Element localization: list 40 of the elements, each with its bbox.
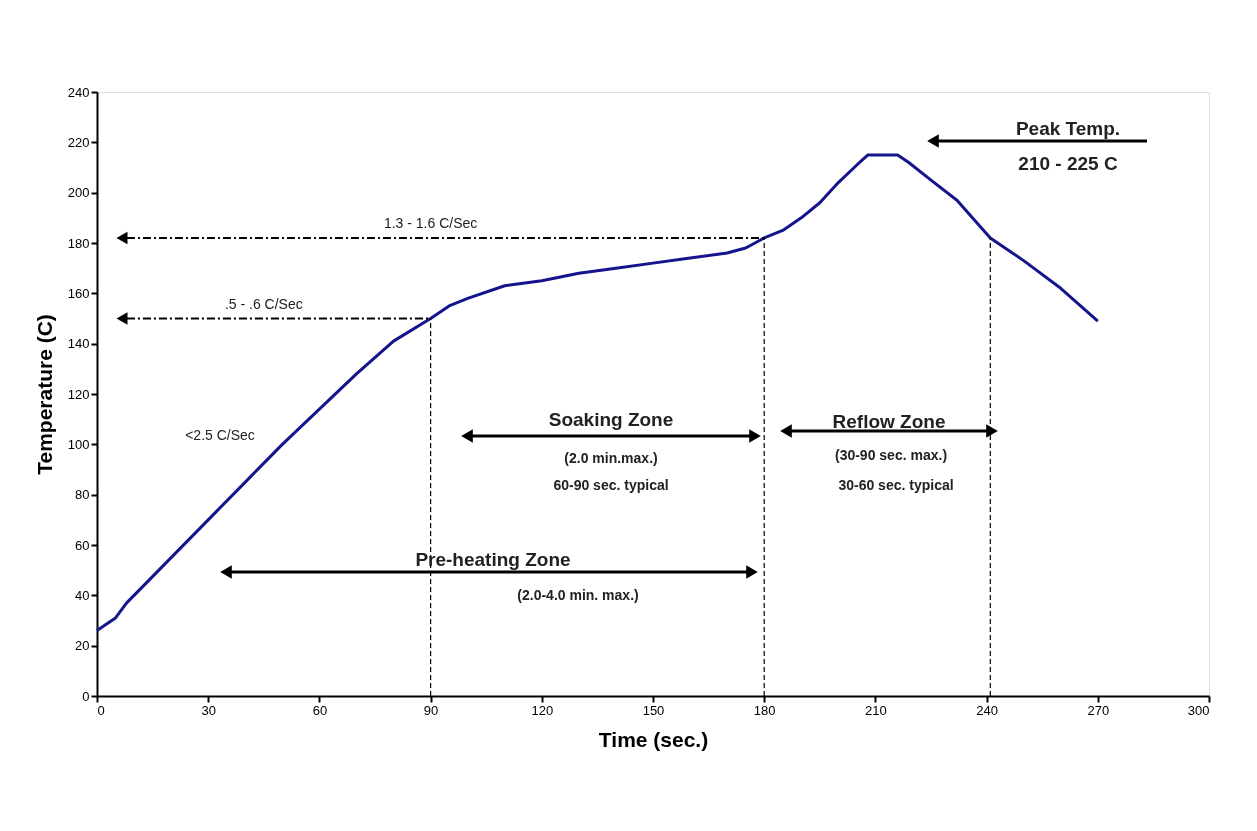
y-tick-label: 220 — [67, 134, 90, 150]
ref-line-label: 1.3 - 1.6 C/Sec — [383, 214, 478, 231]
annotation: Soaking Zone — [548, 409, 674, 430]
y-tick-label: 80 — [75, 487, 90, 503]
y-tick-label: 40 — [75, 587, 90, 603]
y-tick-label: 140 — [67, 336, 90, 352]
y-axis-title: Temperature (C) — [32, 314, 56, 475]
annotation: (2.0-4.0 min. max.) — [517, 587, 639, 603]
y-tick-label: 60 — [75, 537, 90, 553]
annotation: (2.0 min.max.) — [564, 450, 658, 466]
annotation: 210 - 225 C — [1018, 153, 1118, 174]
y-tick-label: 180 — [67, 235, 90, 251]
y-tick-label: 160 — [67, 285, 90, 301]
line-series — [95, 153, 1100, 633]
x-tick-label: 240 — [976, 702, 998, 718]
x-tick-label: 90 — [423, 702, 439, 718]
annotation: 30-60 sec. typical — [838, 477, 954, 493]
x-tick-label: 270 — [1087, 702, 1110, 718]
x-tick-label: 30 — [201, 702, 216, 718]
y-tick-label: 0 — [82, 688, 90, 704]
annotation: (30-90 sec. max.) — [834, 447, 948, 463]
y-tick-label: 240 — [67, 84, 90, 100]
x-tick-label: 120 — [531, 702, 554, 718]
annotation: Reflow Zone — [832, 411, 946, 432]
y-tick-label: 20 — [75, 638, 90, 654]
x-tick-label: 0 — [97, 702, 105, 718]
annotation: Peak Temp. — [1015, 118, 1121, 139]
annotation: <2.5 C/Sec — [185, 427, 255, 443]
x-axis-title: Time (sec.) — [598, 727, 709, 751]
y-tick-label: 120 — [67, 386, 90, 402]
x-tick-label: 180 — [753, 702, 776, 718]
x-tick-label: 150 — [642, 702, 665, 718]
x-tick-label: 60 — [312, 702, 328, 718]
y-tick-label: 100 — [67, 436, 90, 452]
x-tick-label: 210 — [865, 702, 887, 718]
y-tick-label: 200 — [67, 185, 90, 201]
x-tick-label: 300 — [1187, 702, 1210, 718]
ref-line-label: .5 - .6 C/Sec — [224, 295, 303, 312]
annotation: 60-90 sec. typical — [553, 477, 669, 493]
annotation: Pre-heating Zone — [415, 549, 571, 570]
